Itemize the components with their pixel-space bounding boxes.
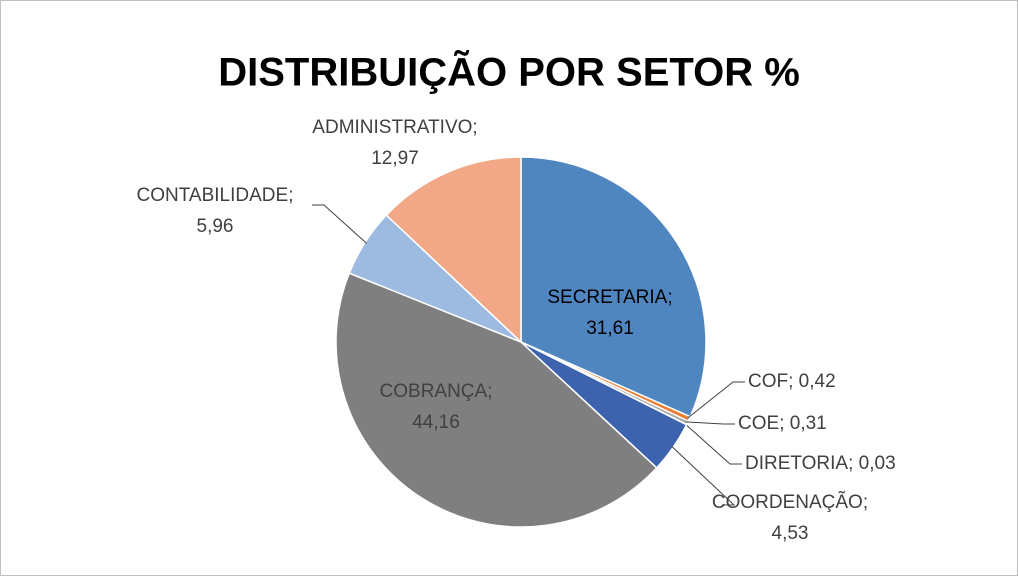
data-label-value: 12,97 [371,148,419,169]
label-separator: ; [667,287,672,308]
data-label: COBRANÇA; [380,381,493,402]
label-category: COBRANÇA [380,381,488,402]
chart-title: DISTRIBUIÇÃO POR SETOR % [218,49,800,95]
leader-line [684,423,742,465]
label-category: CONTABILIDADE [137,185,289,206]
data-label: COE; 0,31 [738,413,827,434]
data-label-value: 5,96 [197,216,234,237]
label-separator: ; [487,381,492,402]
data-label-value: 4,53 [772,523,809,544]
data-label: COF; 0,42 [748,371,836,392]
leader-line [312,204,367,244]
pie-slice [335,272,658,528]
label-separator: ; [788,371,793,392]
label-category: COE [738,413,779,434]
label-separator: ; [848,453,853,474]
data-label-value: 31,61 [586,318,634,339]
leader-line [685,421,735,425]
label-value: 0,42 [799,371,836,392]
label-category: COF [748,371,788,392]
label-category: COORDENAÇÃO [712,491,863,513]
pie-slice [520,156,707,418]
data-label: SECRETARIA; [547,287,672,308]
label-separator: ; [779,413,784,434]
label-separator: ; [472,117,477,138]
data-label: COORDENAÇÃO; [712,491,868,513]
label-category: SECRETARIA [547,287,667,308]
data-label: DIRETORIA; 0,03 [745,453,896,474]
label-category: DIRETORIA [745,453,848,474]
data-label: CONTABILIDADE; [137,185,294,206]
data-label-value: 44,16 [412,412,460,433]
label-separator: ; [863,492,868,513]
pie-slice [385,156,522,344]
label-category: ADMINISTRATIVO [312,117,472,138]
leader-line [687,381,745,419]
leader-line [671,445,736,506]
label-value: 0,31 [790,413,827,434]
label-separator: ; [288,185,293,206]
data-label: ADMINISTRATIVO; [312,117,477,138]
label-value: 0,03 [859,453,896,474]
